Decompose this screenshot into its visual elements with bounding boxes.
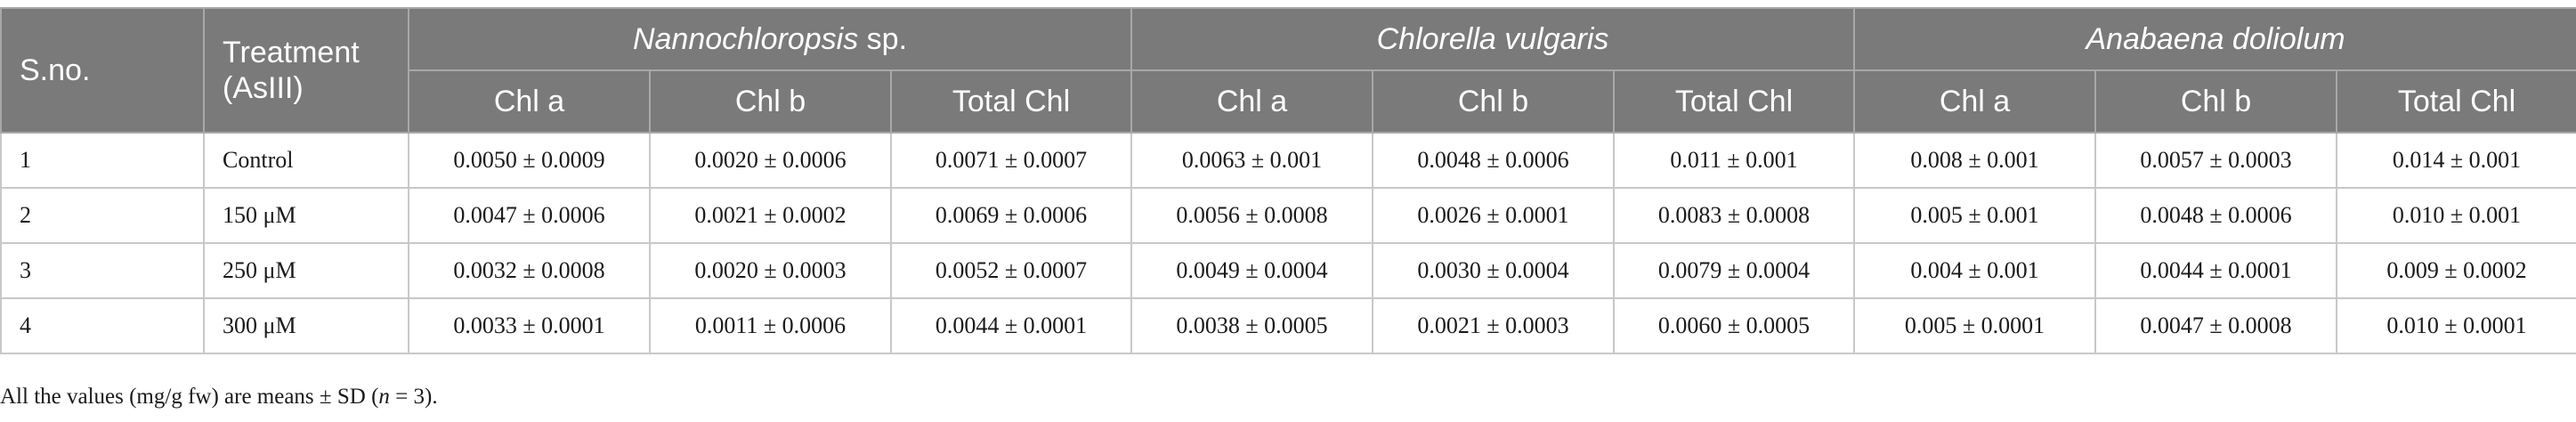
header-treatment-line1: Treatment [223,36,360,69]
cell-value: 0.0049 ± 0.0004 [1130,242,1373,299]
subheader-chl-a: Chl a [1130,69,1373,134]
table-container: S.no. Treatment (AsIII) Nannochloropsis s… [0,7,2576,354]
subheader-chl-b: Chl b [649,69,892,134]
cell-value: 0.0063 ± 0.001 [1130,132,1373,189]
header-treatment: Treatment (AsIII) [203,7,409,134]
header-group-anabaena: Anabaena doliolum [1853,7,2576,71]
cell-value: 0.010 ± 0.0001 [2336,297,2576,354]
cell-sno: 2 [0,187,205,244]
cell-value: 0.0048 ± 0.0006 [2094,187,2337,244]
cell-value: 0.0079 ± 0.0004 [1613,242,1855,299]
cell-value: 0.0047 ± 0.0008 [2094,297,2337,354]
subheader-chl-b: Chl b [2094,69,2337,134]
cell-value: 0.0050 ± 0.0009 [408,132,651,189]
table-row: 1 Control 0.0050 ± 0.0009 0.0020 ± 0.000… [0,132,2576,189]
cell-value: 0.0071 ± 0.0007 [890,132,1132,189]
cell-value: 0.011 ± 0.001 [1613,132,1855,189]
cell-value: 0.0020 ± 0.0003 [649,242,892,299]
cell-value: 0.0020 ± 0.0006 [649,132,892,189]
cell-treatment: 150 μM [203,187,409,244]
table-row: 2 150 μM 0.0047 ± 0.0006 0.0021 ± 0.0002… [0,187,2576,244]
cell-value: 0.0044 ± 0.0001 [2094,242,2337,299]
group-name: Anabaena doliolum [2086,21,2345,56]
cell-value: 0.0083 ± 0.0008 [1613,187,1855,244]
cell-value: 0.0011 ± 0.0006 [649,297,892,354]
header-row-subcolumns: Chl a Chl b Total Chl Chl a Chl b Total … [1,69,2576,134]
cell-value: 0.0021 ± 0.0003 [1372,297,1615,354]
header-group-chlorella: Chlorella vulgaris [1130,7,1855,71]
subheader-chl-a: Chl a [408,69,651,134]
cell-value: 0.0021 ± 0.0002 [649,187,892,244]
subheader-total-chl: Total Chl [1613,69,1855,134]
header-group-nannochloropsis: Nannochloropsis sp. [408,7,1132,71]
group-name: Chlorella vulgaris [1376,21,1609,56]
header-treatment-line2: (AsIII) [223,71,304,105]
group-name: Nannochloropsis [632,21,859,56]
cell-treatment: 250 μM [203,242,409,299]
table-footnote: All the values (mg/g fw) are means ± SD … [0,385,438,410]
cell-value: 0.0026 ± 0.0001 [1372,187,1615,244]
cell-value: 0.004 ± 0.001 [1853,242,2096,299]
cell-value: 0.0056 ± 0.0008 [1130,187,1373,244]
cell-treatment: Control [203,132,409,189]
cell-value: 0.0057 ± 0.0003 [2094,132,2337,189]
footnote-suffix: = 3). [389,385,438,409]
cell-value: 0.0033 ± 0.0001 [408,297,651,354]
table-row: 3 250 μM 0.0032 ± 0.0008 0.0020 ± 0.0003… [0,242,2576,299]
cell-value: 0.005 ± 0.001 [1853,187,2096,244]
footnote-variable: n [378,385,390,409]
subheader-total-chl: Total Chl [890,69,1132,134]
cell-sno: 3 [0,242,205,299]
subheader-chl-a: Chl a [1853,69,2096,134]
chlorophyll-table: S.no. Treatment (AsIII) Nannochloropsis s… [0,7,2576,354]
cell-value: 0.0048 ± 0.0006 [1372,132,1615,189]
cell-value: 0.009 ± 0.0002 [2336,242,2576,299]
cell-value: 0.0069 ± 0.0006 [890,187,1132,244]
cell-value: 0.0044 ± 0.0001 [890,297,1132,354]
cell-value: 0.014 ± 0.001 [2336,132,2576,189]
cell-value: 0.0032 ± 0.0008 [408,242,651,299]
cell-value: 0.008 ± 0.001 [1853,132,2096,189]
cell-value: 0.010 ± 0.001 [2336,187,2576,244]
header-sno: S.no. [0,7,205,134]
group-suffix: sp. [858,21,908,56]
cell-value: 0.005 ± 0.0001 [1853,297,2096,354]
subheader-total-chl: Total Chl [2336,69,2576,134]
footnote-prefix: All the values (mg/g fw) are means ± SD … [0,385,379,409]
cell-treatment: 300 μM [203,297,409,354]
cell-sno: 4 [0,297,205,354]
cell-value: 0.0030 ± 0.0004 [1372,242,1615,299]
cell-value: 0.0060 ± 0.0005 [1613,297,1855,354]
cell-value: 0.0052 ± 0.0007 [890,242,1132,299]
subheader-chl-b: Chl b [1372,69,1615,134]
header-row-groups: S.no. Treatment (AsIII) Nannochloropsis s… [0,7,2576,134]
cell-sno: 1 [0,132,205,189]
table-row: 4 300 μM 0.0033 ± 0.0001 0.0011 ± 0.0006… [0,297,2576,354]
cell-value: 0.0047 ± 0.0006 [408,187,651,244]
cell-value: 0.0038 ± 0.0005 [1130,297,1373,354]
